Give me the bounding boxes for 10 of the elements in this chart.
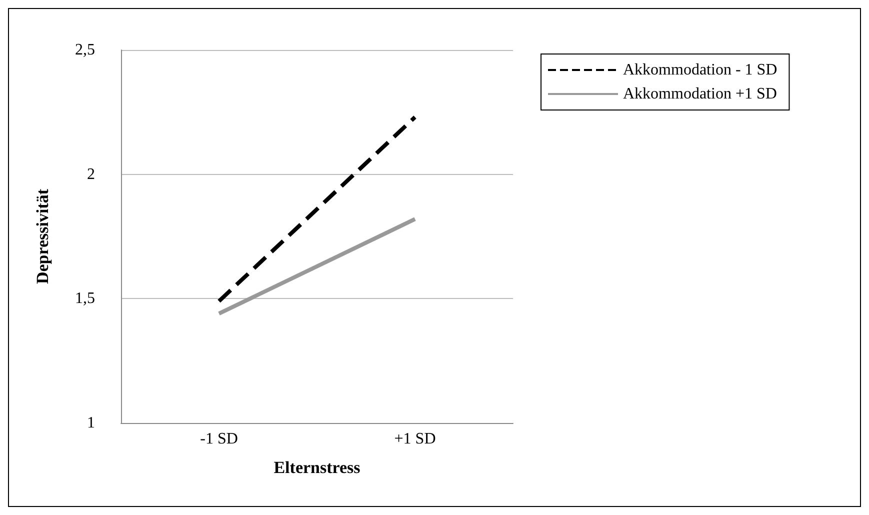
- y-axis-title: Depressivität: [33, 188, 52, 284]
- y-tick-label: 1: [87, 414, 95, 432]
- y-tick-label: 2: [87, 166, 95, 183]
- x-tick-label: -1 SD: [200, 430, 238, 448]
- y-tick-label: 2,5: [75, 42, 95, 58]
- legend-label: Akkommodation +1 SD: [623, 86, 777, 102]
- legend-label: Akkommodation - 1 SD: [623, 62, 778, 78]
- y-tick-label: 1,5: [75, 290, 95, 308]
- x-tick-label: +1 SD: [394, 430, 436, 448]
- x-axis-title: Elternstress: [274, 458, 361, 477]
